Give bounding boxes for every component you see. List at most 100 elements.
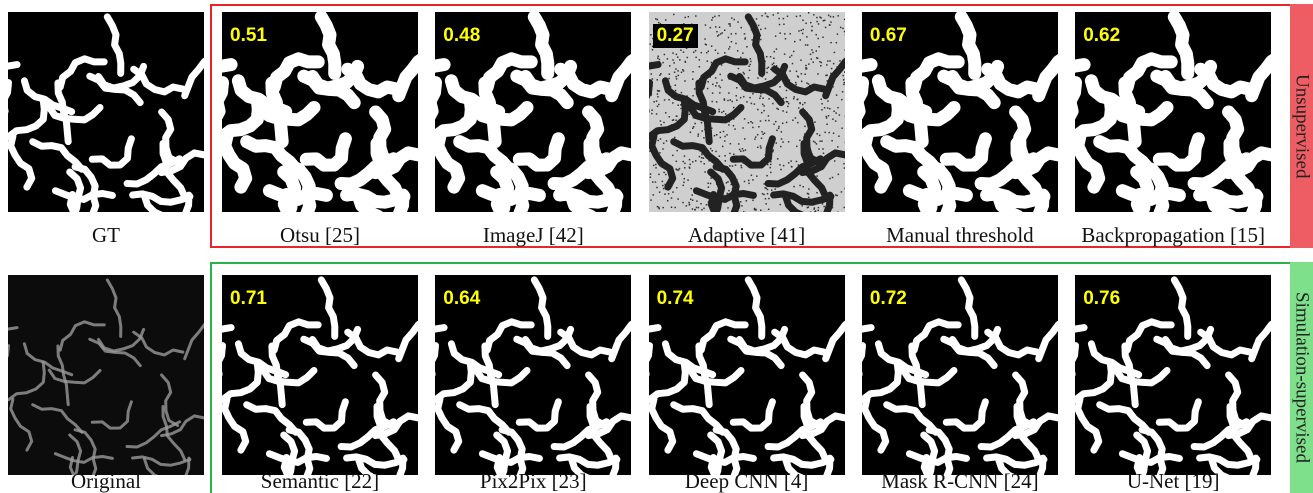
noise	[735, 33, 737, 35]
noise	[673, 71, 675, 73]
noise	[739, 97, 741, 99]
noise	[817, 207, 819, 209]
noise	[767, 67, 769, 69]
noise	[705, 204, 707, 206]
noise	[667, 193, 669, 195]
noise	[683, 182, 685, 184]
noise	[838, 114, 840, 116]
noise	[729, 25, 731, 27]
noise	[650, 73, 652, 75]
noise	[740, 167, 742, 169]
noise	[702, 157, 704, 159]
noise	[769, 56, 771, 58]
noise	[771, 189, 773, 191]
noise	[767, 115, 769, 117]
noise	[744, 149, 746, 151]
noise	[680, 72, 682, 74]
noise	[829, 108, 831, 110]
noise	[662, 207, 664, 209]
noise	[736, 87, 738, 89]
noise	[691, 208, 693, 210]
noise	[779, 164, 781, 166]
noise	[821, 109, 823, 111]
noise	[795, 84, 797, 86]
noise	[707, 186, 709, 188]
noise	[658, 59, 660, 61]
noise	[764, 187, 766, 189]
noise	[731, 17, 733, 19]
noise	[841, 91, 843, 93]
noise	[658, 191, 660, 193]
noise	[680, 92, 682, 94]
noise	[735, 43, 737, 45]
noise	[827, 115, 829, 117]
noise	[677, 169, 679, 171]
noise	[775, 121, 777, 123]
noise	[714, 50, 716, 52]
noise	[651, 78, 653, 80]
noise	[839, 60, 841, 62]
noise	[835, 94, 837, 96]
noise	[800, 73, 802, 75]
noise	[778, 24, 780, 26]
noise	[717, 53, 719, 55]
noise	[665, 112, 667, 114]
noise	[759, 98, 761, 100]
noise	[700, 203, 702, 205]
noise	[711, 101, 713, 103]
noise	[841, 99, 843, 101]
noise	[704, 38, 706, 40]
noise	[774, 35, 776, 37]
noise	[817, 38, 819, 40]
noise	[682, 185, 684, 187]
noise	[835, 112, 837, 114]
noise	[662, 188, 664, 190]
noise	[710, 45, 712, 47]
noise	[791, 63, 793, 65]
noise	[691, 199, 693, 201]
noise	[743, 211, 745, 212]
noise	[843, 84, 845, 86]
noise	[729, 143, 731, 145]
noise	[773, 58, 775, 60]
noise	[763, 105, 765, 107]
noise	[687, 16, 689, 18]
reference-label: GT	[1, 223, 211, 247]
noise	[819, 135, 821, 137]
noise	[740, 57, 742, 59]
noise	[740, 27, 742, 29]
noise	[757, 134, 759, 136]
noise	[760, 209, 762, 211]
noise	[812, 52, 814, 54]
noise	[670, 206, 672, 208]
noise	[706, 52, 708, 54]
noise	[793, 96, 795, 98]
noise	[797, 122, 799, 124]
score: 0.51	[226, 24, 271, 48]
noise	[668, 73, 670, 75]
noise	[842, 79, 844, 81]
noise	[728, 92, 730, 94]
noise	[666, 58, 668, 60]
noise	[750, 175, 752, 177]
noise	[779, 204, 781, 206]
method-label: Semantic [22]	[215, 469, 425, 493]
noise	[796, 146, 798, 148]
structure	[909, 191, 966, 200]
noise	[843, 31, 844, 33]
noise	[799, 39, 801, 41]
noise	[663, 143, 665, 145]
noise	[761, 15, 763, 17]
noise	[758, 126, 760, 128]
noise	[722, 131, 724, 133]
noise	[763, 194, 765, 196]
noise	[730, 33, 732, 35]
noise	[727, 207, 729, 209]
noise	[744, 37, 746, 39]
noise	[654, 181, 656, 183]
noise	[674, 85, 676, 87]
noise	[697, 133, 699, 135]
noise	[657, 56, 659, 58]
image-panel	[8, 275, 204, 475]
noise	[659, 138, 661, 140]
